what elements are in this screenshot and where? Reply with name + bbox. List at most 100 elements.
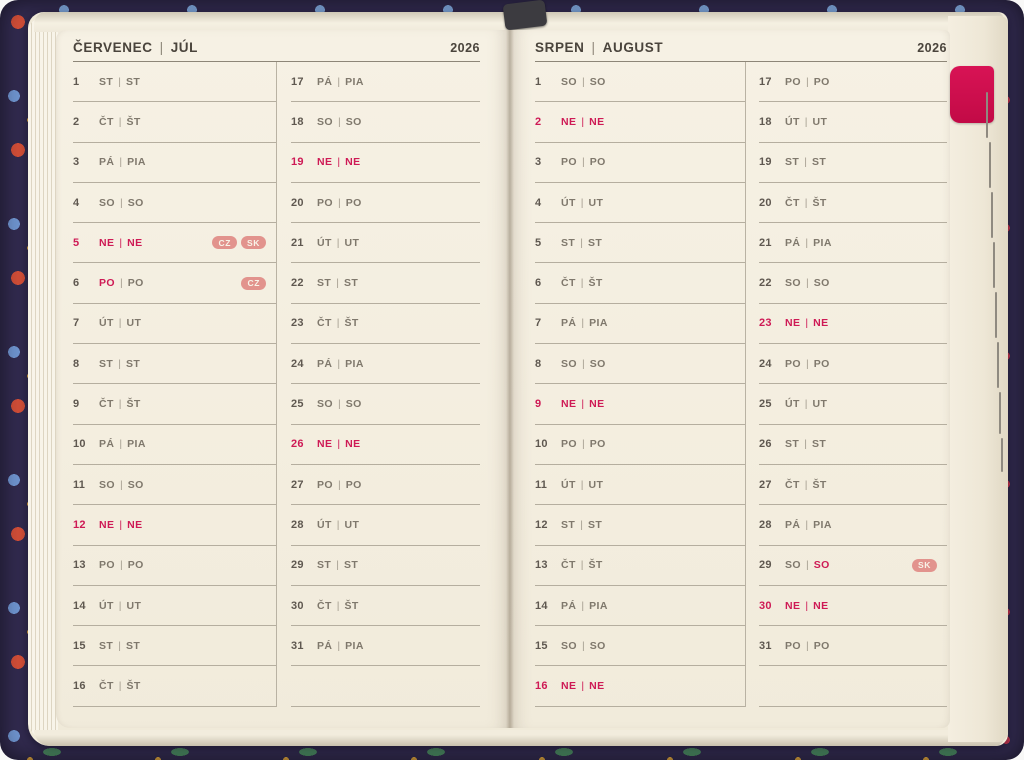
weekday-czech: ÚT [561,196,576,209]
day-row-28: 28 ÚT | UT [291,505,480,546]
weekday-separator: | [118,75,121,88]
weekday-separator: | [580,236,583,249]
weekday-separator: | [119,559,123,572]
month-title: SRPEN | AUGUST [535,40,663,55]
day-number: 20 [759,196,772,209]
day-number: 26 [291,438,304,451]
day-row-31: 31 PÁ | PIA [291,626,480,667]
day-number: 13 [535,559,548,572]
weekday-czech: PÁ [317,75,333,88]
title-separator: | [159,40,164,55]
weekday-slovak: PO [345,196,362,209]
weekday-separator: | [580,518,583,531]
day-number: 2 [535,115,542,128]
weekday-separator: | [581,75,585,88]
day-number: 28 [759,518,772,531]
weekday-slovak: UT [588,196,604,209]
day-number: 5 [73,236,80,249]
day-column-17-31: 17 PO | PO 18 ÚT | UT 19 ST | ST 20 ČT | ŠT 21 PÁ | PIA 22 SO… [746,62,947,707]
day-row-25: 25 ÚT | UT [759,384,947,425]
weekday-separator: | [119,478,123,491]
holiday-badge-cz: CZ [212,236,237,250]
day-row-7: 7 ÚT | UT [73,304,276,345]
weekday-slovak: NE [127,236,143,249]
month-name-czech: ČERVENEC [73,40,153,55]
weekday-czech: PÁ [561,317,577,330]
weekday-czech: NE [99,518,115,531]
weekday-czech: ST [561,518,576,531]
day-number: 18 [759,115,772,128]
weekday-separator: | [119,518,123,531]
page-stack-bottom-edge [34,730,1004,746]
weekday-separator: | [118,357,121,370]
day-row-13: 13 ČT | ŠT [535,546,745,586]
weekday-slovak: ST [343,559,359,572]
weekday-slovak: PIA [813,236,832,249]
weekday-slovak: ŠT [126,398,141,411]
weekday-czech: SO [99,196,115,209]
weekday-czech: ÚT [99,599,114,612]
weekday-separator: | [119,236,123,249]
weekday-separator: | [118,317,122,330]
weekday-slovak: ST [587,236,603,249]
day-grid-july: 1 ST | ST 2 ČT | ŠT 3 PÁ | PIA 4 SO | SO 5 NE | NE CZ SK 6 PO | P… [73,62,480,707]
day-number: 22 [759,277,772,290]
weekday-separator: | [805,639,809,652]
weekday-czech: PÁ [785,236,801,249]
weekday-separator: | [118,599,122,612]
weekday-slovak: UT [812,115,828,128]
weekday-slovak: UT [588,478,604,491]
day-number: 3 [73,156,80,169]
weekday-separator: | [580,559,584,572]
weekday-slovak: UT [344,236,360,249]
weekday-czech: NE [99,236,115,249]
weekday-slovak: ŠT [126,115,141,128]
tab-cut-edge [997,342,999,388]
weekday-slovak: PO [127,559,144,572]
weekday-slovak: PO [589,438,606,451]
weekday-czech: PO [317,478,333,491]
column-divider [276,62,277,707]
day-number: 29 [291,559,304,572]
weekday-czech: ST [99,639,114,652]
weekday-separator: | [118,680,122,693]
weekday-czech: ČT [317,599,332,612]
day-row-18: 18 SO | SO [291,102,480,143]
weekday-separator: | [119,156,123,169]
weekday-czech: ÚT [317,518,332,531]
day-row-22: 22 ST | ST [291,263,480,304]
page-july: ČERVENEC | JÚL 2026 1 ST | ST 2 ČT | ŠT 3 PÁ | PIA 4 SO… [56,30,510,728]
year-label: 2026 [450,41,480,55]
day-row-23: 23 NE | NE [759,304,947,345]
weekday-separator: | [336,559,339,572]
day-row-17: 17 PO | PO [759,62,947,103]
weekday-czech: ST [561,236,576,249]
day-number: 30 [759,599,772,612]
weekday-separator: | [337,639,341,652]
spine-gutter [506,30,514,728]
holiday-badge-sk: SK [911,558,937,572]
weekday-czech: SO [561,75,577,88]
day-row-31: 31 PO | PO [759,626,947,667]
holiday-badges: SK [911,558,937,572]
day-row-20: 20 PO | PO [291,183,480,224]
day-number: 17 [759,75,772,88]
weekday-separator: | [336,599,340,612]
day-row-13: 13 PO | PO [73,546,276,586]
weekday-czech: PO [785,357,801,370]
weekday-slovak: SO [589,75,606,88]
day-number: 27 [759,478,772,491]
weekday-slovak: PIA [813,518,832,531]
weekday-czech: SO [317,398,333,411]
weekday-czech: ČT [99,398,114,411]
tab-cut-edge [993,242,995,288]
day-number: 7 [535,317,542,330]
weekday-slovak: ŠT [812,196,827,209]
day-number: 24 [759,357,772,370]
day-row-14: 14 ÚT | UT [73,586,276,627]
weekday-separator: | [337,357,341,370]
weekday-czech: ČT [99,115,114,128]
weekday-separator: | [805,317,809,330]
weekday-separator: | [336,518,340,531]
weekday-czech: PÁ [317,639,333,652]
